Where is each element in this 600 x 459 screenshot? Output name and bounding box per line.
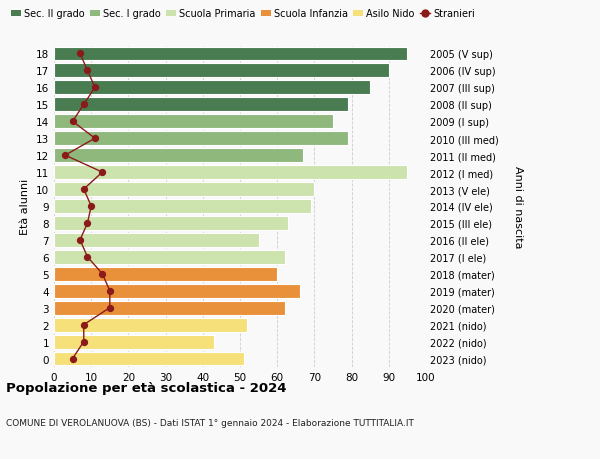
Bar [54, 352, 244, 366]
Text: Popolazione per età scolastica - 2024: Popolazione per età scolastica - 2024 [6, 381, 287, 394]
Bar [54, 250, 284, 264]
Point [105, 287, 115, 295]
Bar [54, 115, 333, 129]
Bar [54, 64, 389, 78]
Point [75, 50, 85, 58]
Bar [54, 267, 277, 281]
Bar [54, 284, 299, 298]
Point [79, 338, 89, 346]
Point [86, 203, 96, 210]
Point [98, 169, 107, 176]
Point [90, 135, 100, 143]
Point [83, 67, 92, 75]
Bar [54, 132, 348, 146]
Point [105, 304, 115, 312]
Bar [54, 318, 247, 332]
Y-axis label: Età alunni: Età alunni [20, 179, 31, 235]
Point [90, 84, 100, 92]
Point [98, 270, 107, 278]
Bar [54, 234, 259, 247]
Bar [54, 200, 311, 213]
Point [83, 220, 92, 227]
Bar [54, 301, 284, 315]
Y-axis label: Anni di nascita: Anni di nascita [513, 165, 523, 248]
Bar [54, 81, 370, 95]
Bar [54, 149, 303, 163]
Point [68, 118, 77, 126]
Bar [54, 217, 289, 230]
Point [83, 254, 92, 261]
Bar [54, 335, 214, 349]
Point [79, 186, 89, 193]
Point [79, 101, 89, 109]
Bar [54, 166, 407, 179]
Point [75, 237, 85, 244]
Point [68, 355, 77, 363]
Point [79, 321, 89, 329]
Bar [54, 47, 407, 62]
Text: COMUNE DI VEROLANUOVA (BS) - Dati ISTAT 1° gennaio 2024 - Elaborazione TUTTITALI: COMUNE DI VEROLANUOVA (BS) - Dati ISTAT … [6, 418, 414, 427]
Bar [54, 183, 314, 196]
Point [61, 152, 70, 159]
Legend: Sec. II grado, Sec. I grado, Scuola Primaria, Scuola Infanzia, Asilo Nido, Stran: Sec. II grado, Sec. I grado, Scuola Prim… [11, 10, 475, 19]
Bar [54, 98, 348, 112]
